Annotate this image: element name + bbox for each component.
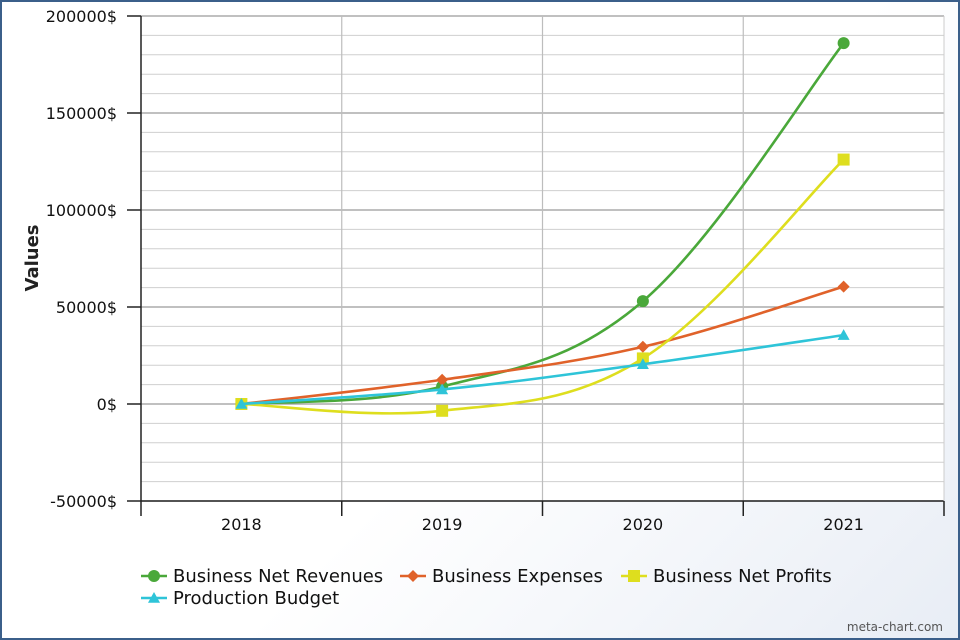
data-point <box>436 373 449 386</box>
series-line <box>241 333 844 406</box>
y-tick-label: 150000$ <box>46 104 117 123</box>
x-tick-labels: 2018 2019 2020 2021 <box>221 515 864 534</box>
x-tick-label: 2021 <box>823 515 864 534</box>
y-tick-labels: 200000$ 150000$ 100000$ 50000$ 0$ -50000$ <box>46 7 117 511</box>
y-tick-label: 50000$ <box>56 298 117 317</box>
series-line <box>241 42 845 406</box>
gridlines <box>141 15 944 502</box>
data-point <box>837 37 850 50</box>
data-point <box>636 340 649 353</box>
data-point <box>837 329 850 340</box>
x-tick-label: 2020 <box>623 515 664 534</box>
legend-marker <box>407 570 419 582</box>
data-point <box>837 153 850 166</box>
data-point <box>636 358 649 370</box>
legend-label: Business Net Revenues <box>173 566 383 587</box>
series-production-budget <box>235 329 850 409</box>
data-point <box>436 404 449 417</box>
legend-marker <box>628 570 640 582</box>
y-tick-label: 200000$ <box>46 7 117 26</box>
legend-marker <box>148 570 160 582</box>
series-line <box>241 285 844 406</box>
legend-label: Business Net Profits <box>653 566 832 587</box>
x-tick-label: 2018 <box>221 515 262 534</box>
legend-marker <box>148 592 160 603</box>
axes <box>127 15 945 516</box>
data-point <box>436 383 449 395</box>
x-tick-label: 2019 <box>422 515 463 534</box>
data-point <box>837 280 850 293</box>
series-line <box>241 158 845 415</box>
legend-item[interactable]: Business Net Revenues <box>141 566 383 587</box>
y-axis-label: Values <box>22 225 43 292</box>
data-point <box>636 295 649 308</box>
y-tick-label: 0$ <box>97 395 117 414</box>
legend-item[interactable]: Business Expenses <box>400 566 603 587</box>
legend-label: Business Expenses <box>432 566 603 587</box>
series-group <box>235 37 850 417</box>
y-tick-label: -50000$ <box>50 492 117 511</box>
legend-item[interactable]: Business Net Profits <box>621 566 832 587</box>
legend-item[interactable]: Production Budget <box>141 588 339 609</box>
legend-label: Production Budget <box>173 588 339 609</box>
credit-text: meta-chart.com <box>847 620 943 634</box>
y-tick-label: 100000$ <box>46 201 117 220</box>
data-point <box>235 398 248 409</box>
legend[interactable]: Business Net Revenues Business Expenses Bu… <box>141 566 832 609</box>
